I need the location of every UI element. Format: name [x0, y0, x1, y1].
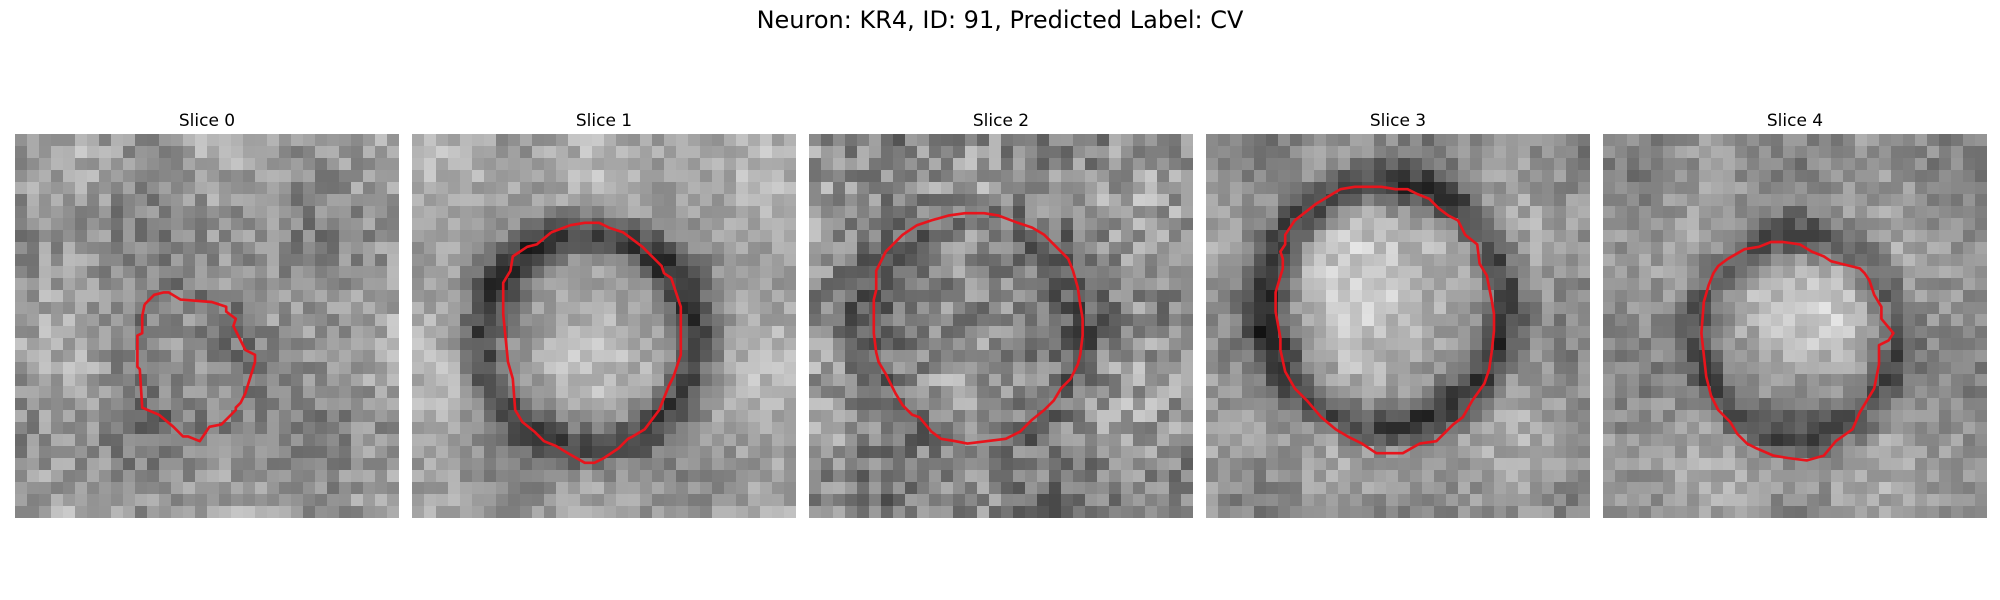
slice-image-2 — [809, 134, 1193, 518]
slice-title-2: Slice 2 — [972, 111, 1030, 131]
slice-panel-3: Slice 3 — [1206, 108, 1590, 518]
slice-panel-1: Slice 1 — [412, 108, 796, 518]
slice-title-0: Slice 0 — [178, 111, 236, 131]
slice-title-4: Slice 4 — [1766, 111, 1824, 131]
slice-title-1: Slice 1 — [575, 111, 633, 131]
slice-image-4 — [1603, 134, 1987, 518]
slice-panel-4: Slice 4 — [1603, 108, 1987, 518]
slice-title-3: Slice 3 — [1369, 111, 1427, 131]
slice-image-1 — [412, 134, 796, 518]
slice-panel-2: Slice 2 — [809, 108, 1193, 518]
slice-panel-0: Slice 0 — [15, 108, 399, 518]
slice-image-3 — [1206, 134, 1590, 518]
slice-image-0 — [15, 134, 399, 518]
figure-title: Neuron: KR4, ID: 91, Predicted Label: CV — [756, 6, 1244, 34]
